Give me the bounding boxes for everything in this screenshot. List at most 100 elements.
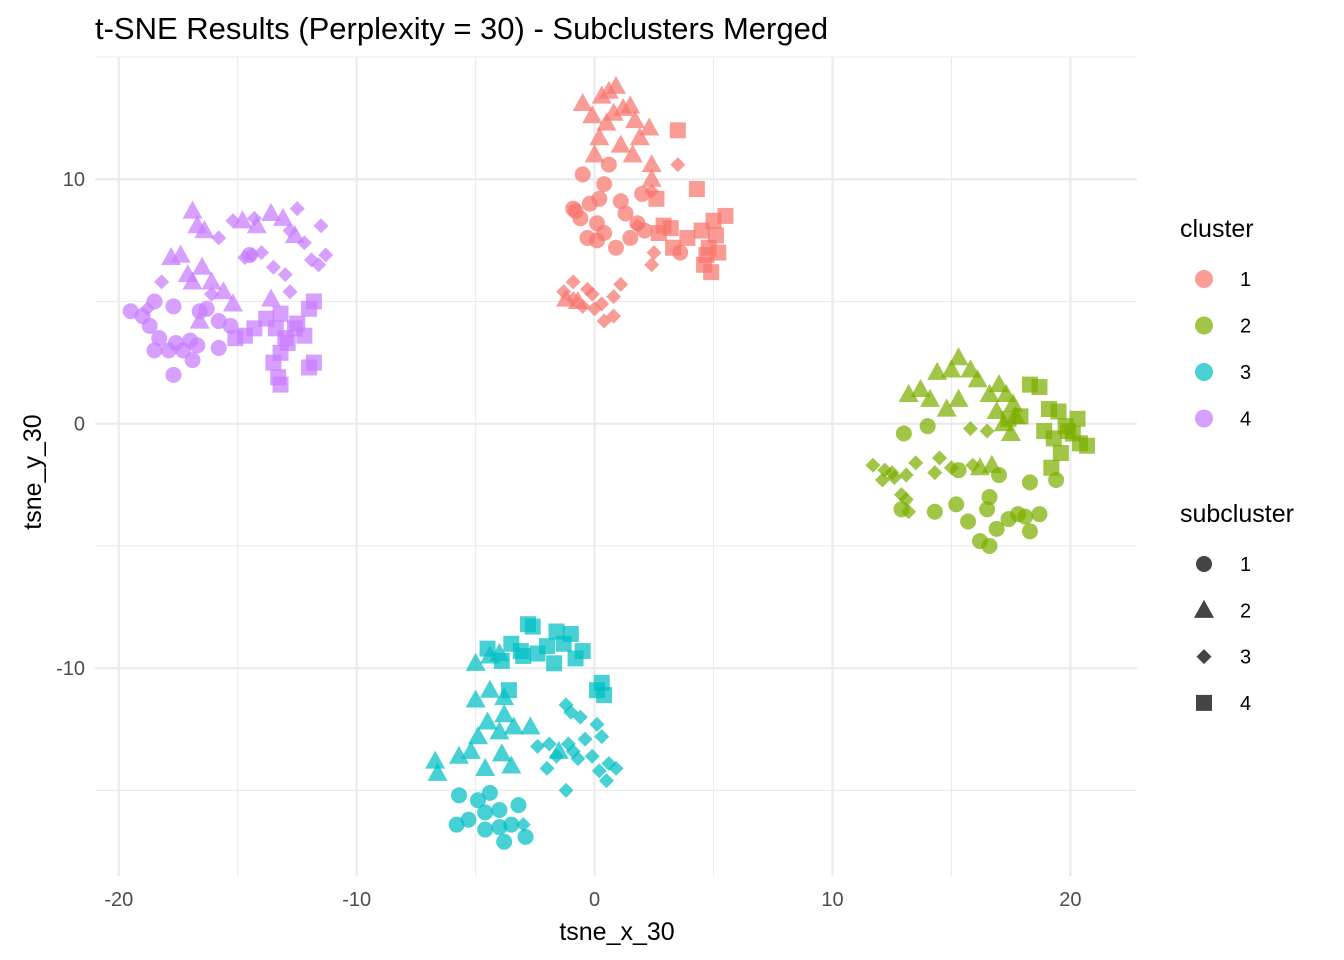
data-point [477,711,498,730]
data-point [898,383,919,402]
data-point [520,716,541,735]
data-point [919,418,936,435]
data-point [589,127,610,146]
data-point [596,176,613,193]
data-point [296,235,312,251]
data-point [598,773,614,789]
data-point [539,760,555,776]
y-tick-label: -10 [56,658,85,680]
data-point [612,193,629,210]
data-point [943,460,959,476]
data-point [541,736,557,752]
data-point [222,317,239,334]
data-point [641,154,662,173]
data-point [981,454,1002,473]
legend-key [1195,316,1213,335]
data-point [574,643,591,660]
data-point [639,117,660,136]
data-point [587,301,603,317]
data-point [622,229,639,246]
data-point [146,342,163,359]
data-point [574,166,591,183]
data-point [584,144,605,163]
data-point [646,245,662,261]
data-point [517,828,534,845]
data-point [979,383,1000,402]
data-point [941,359,962,378]
data-point [519,616,536,633]
data-point [965,457,981,473]
data-point [500,682,517,699]
data-point [608,239,624,256]
data-point [594,729,610,745]
data-point [962,421,978,437]
data-point [154,274,170,290]
legend-key [1195,409,1213,428]
data-point [898,467,914,483]
data-point [620,95,641,114]
data-point [182,271,203,290]
data-point [901,504,917,520]
shape-legend-title: subcluster [1180,500,1294,528]
shape-legend-items: 1 2 3 4 [1194,554,1251,715]
data-point [648,190,665,207]
data-point [141,317,158,334]
data-point [960,359,981,378]
data-point [960,513,977,530]
data-point [988,520,1005,537]
legend-label: 3 [1240,647,1251,669]
data-point [598,80,619,99]
data-point [313,218,329,234]
data-point [151,330,168,347]
data-point [279,335,296,352]
data-point [450,787,467,804]
data-point [468,726,489,745]
data-point [282,223,298,239]
data-point [282,284,298,300]
data-point [698,247,715,264]
data-point [210,339,227,356]
data-point [629,127,650,146]
data-point [606,308,622,324]
data-point [884,465,900,481]
legend-key [1194,599,1214,618]
data-point [927,361,948,380]
data-point [591,763,607,779]
data-point [184,352,201,369]
data-point [572,92,593,112]
data-point [932,450,948,466]
legend-key [1196,694,1212,711]
data-point [494,704,515,723]
data-point [493,652,510,669]
data-point [579,281,595,297]
data-point [1069,410,1086,427]
data-point [265,259,281,275]
data-point [549,748,565,764]
data-point [479,679,500,698]
legend-label: 1 [1240,554,1251,576]
data-point [865,457,881,473]
data-point [575,298,591,314]
data-point [622,144,643,163]
data-point [1017,508,1034,525]
data-point [948,496,965,513]
data-point [596,687,613,704]
data-point [1048,471,1065,488]
data-point [703,264,720,281]
x-tick-label: 0 [589,889,600,911]
data-point [593,674,610,691]
data-point [286,320,303,337]
data-point [272,305,289,322]
data-point [284,224,305,244]
legend-label: 4 [1240,693,1251,715]
data-point [981,489,998,506]
x-tick-label: -10 [342,889,371,911]
data-point [1021,474,1038,491]
data-point [629,218,645,234]
data-point [679,229,696,246]
legend-key [1195,270,1213,288]
data-point [448,745,469,764]
data-point [948,347,969,366]
data-point [893,487,909,503]
data-point [491,819,508,836]
